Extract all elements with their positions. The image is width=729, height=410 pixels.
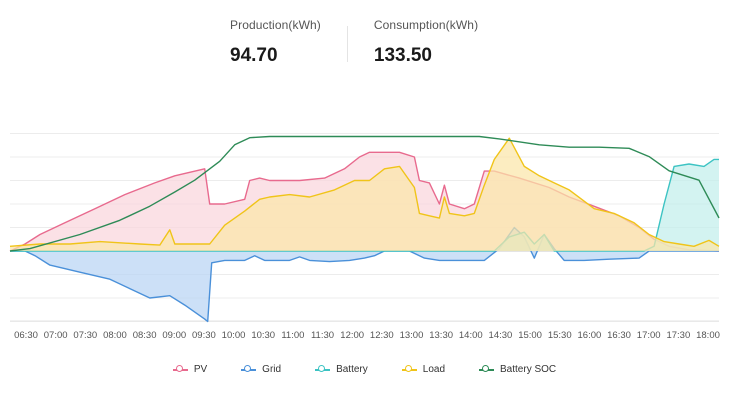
x-tick-label: 10:00 (222, 330, 246, 341)
legend-item-grid[interactable]: Grid (241, 364, 281, 375)
consumption-stat: Consumption(kWh) 133.50 (374, 18, 478, 67)
x-tick-label: 14:30 (489, 330, 513, 341)
x-tick-label: 16:00 (578, 330, 602, 341)
legend-marker-icon (315, 364, 331, 375)
x-tick-label: 13:00 (400, 330, 424, 341)
summary-stats: Production(kWh) 94.70 Consumption(kWh) 1… (230, 18, 478, 67)
load-area (10, 138, 719, 251)
x-tick-label: 07:30 (73, 330, 97, 341)
x-tick-label: 15:30 (548, 330, 572, 341)
x-tick-label: 11:30 (311, 330, 334, 341)
x-tick-label: 13:30 (429, 330, 453, 341)
legend-marker-icon (401, 364, 417, 375)
load-line (9, 137, 720, 247)
x-tick-label: 18:00 (696, 330, 720, 341)
energy-chart[interactable]: 06:30 07:00 07:30 08:00 08:30 09:00 09:30 10:00… (0, 120, 729, 345)
legend-item-load[interactable]: Load (401, 364, 446, 375)
legend-label: Battery (336, 364, 368, 375)
legend-marker-icon (172, 364, 188, 375)
legend-item-battery[interactable]: Battery (315, 364, 368, 375)
legend-item-pv[interactable]: PV (172, 364, 208, 375)
x-tick-label: 17:30 (666, 330, 690, 341)
legend-item-battery-soc[interactable]: Battery SOC (479, 364, 556, 375)
x-tick-label: 06:30 (14, 330, 38, 341)
x-tick-label: 09:30 (192, 330, 216, 341)
production-value: 94.70 (230, 45, 278, 66)
x-tick-label: 17:00 (637, 330, 661, 341)
x-tick-label: 07:00 (44, 330, 68, 341)
legend-label: PV (193, 364, 208, 375)
production-stat: Production(kWh) 94.70 (230, 18, 321, 67)
x-tick-label: 10:30 (251, 330, 275, 341)
production-label: Production(kWh) (230, 18, 321, 32)
legend-label: Load (422, 364, 446, 375)
x-tick-label: 08:30 (133, 330, 157, 341)
x-tick-label: 12:30 (370, 330, 394, 341)
x-tick-label: 08:00 (103, 330, 127, 341)
consumption-value: 133.50 (373, 45, 432, 66)
x-tick-label: 16:30 (607, 330, 631, 341)
chart-legend: PV Grid Battery Load Battery SOC (0, 364, 729, 375)
x-tick-label: 15:00 (518, 330, 542, 341)
x-tick-label: 14:00 (459, 330, 483, 341)
legend-label: Battery SOC (500, 364, 557, 375)
stats-divider (346, 26, 348, 62)
x-tick-label: 12:00 (340, 330, 364, 341)
x-tick-label: 11:00 (281, 330, 304, 341)
legend-label: Grid (262, 364, 282, 375)
battery-soc-line (9, 135, 720, 252)
legend-marker-icon (479, 364, 495, 375)
legend-marker-icon (241, 364, 257, 375)
x-tick-label: 09:00 (162, 330, 186, 341)
consumption-label: Consumption(kWh) (373, 18, 479, 32)
